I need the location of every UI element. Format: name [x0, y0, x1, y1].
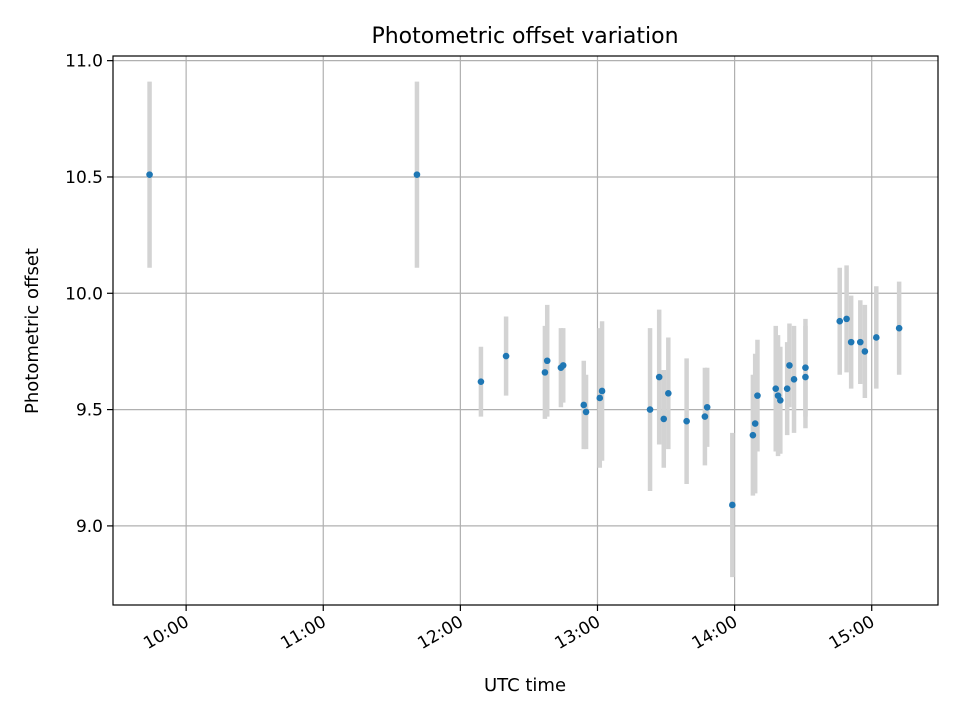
data-point: [146, 171, 153, 178]
data-point: [582, 408, 590, 416]
data-point: [646, 406, 654, 413]
plot-frame: [112, 55, 939, 606]
y-tick-label: 9.5: [76, 401, 103, 421]
data-point: [847, 338, 855, 346]
data-points: [146, 171, 903, 509]
y-tick-label: 10.0: [65, 284, 103, 304]
data-point: [683, 417, 690, 425]
data-point: [729, 501, 736, 509]
data-point: [477, 378, 485, 385]
data-point: [777, 396, 784, 404]
data-point: [783, 385, 791, 392]
data-point: [541, 369, 549, 376]
data-point: [596, 394, 604, 402]
data-point: [802, 364, 809, 372]
y-axis-label: Photometric offset: [22, 248, 43, 414]
data-point: [790, 376, 798, 383]
data-point: [836, 317, 844, 325]
data-point: [703, 403, 711, 411]
data-point: [580, 401, 588, 409]
y-tick-label: 11.0: [65, 52, 103, 72]
data-point: [754, 392, 761, 399]
data-point: [660, 415, 668, 423]
data-point: [895, 324, 903, 332]
y-tick-label: 10.5: [65, 168, 103, 188]
x-axis-label: UTC time: [484, 675, 566, 696]
data-point: [872, 334, 880, 341]
data-point: [502, 352, 510, 360]
data-point: [749, 431, 757, 439]
y-tick-label: 9.0: [76, 517, 103, 537]
data-point: [559, 362, 567, 369]
chart-title: Photometric offset variation: [371, 24, 678, 49]
data-point: [843, 315, 850, 323]
data-point: [751, 420, 759, 427]
data-point: [598, 387, 606, 395]
data-point: [413, 171, 421, 178]
y-axis-ticks: 9.0 9.5 10.0 10.5 11.0: [65, 52, 113, 537]
grid: [113, 56, 938, 605]
data-point: [802, 373, 809, 381]
data-point: [543, 357, 551, 365]
data-point: [786, 362, 793, 369]
data-point: [701, 413, 709, 420]
data-point: [665, 390, 672, 397]
data-point: [655, 373, 663, 381]
data-point: [772, 385, 780, 392]
data-point: [861, 348, 869, 355]
data-point: [856, 338, 864, 346]
